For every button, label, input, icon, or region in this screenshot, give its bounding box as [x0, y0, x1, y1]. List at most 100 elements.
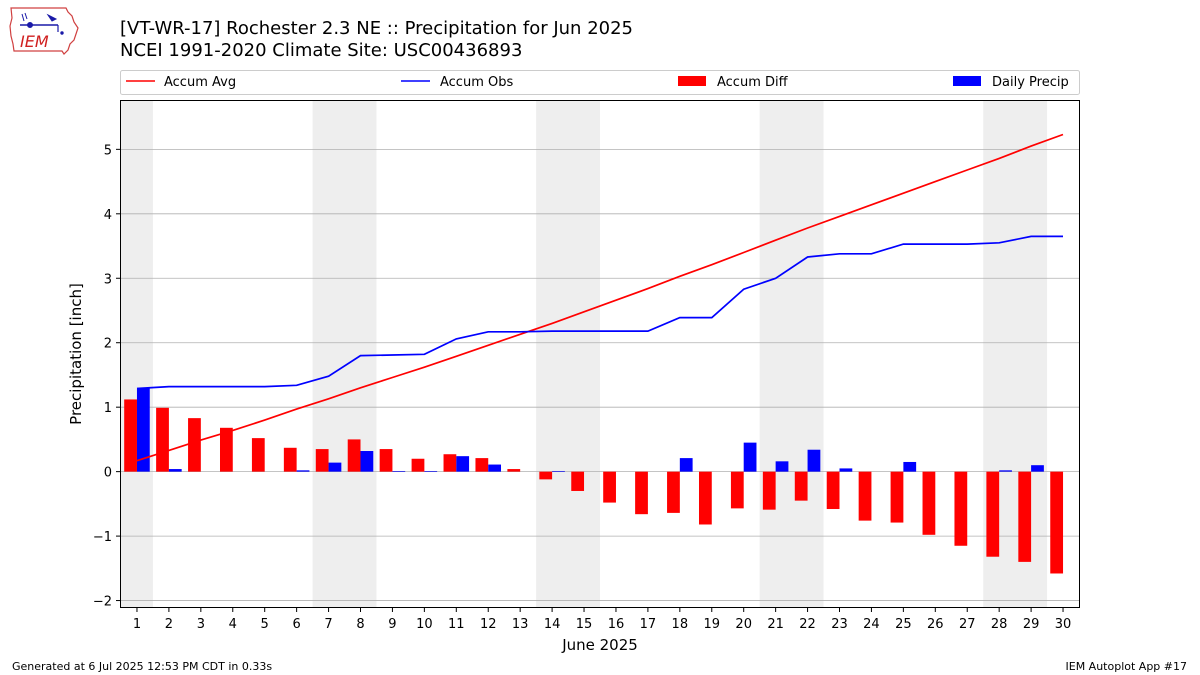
daily-precip-bar [552, 470, 565, 472]
legend-swatch-accum-diff [678, 76, 706, 86]
footer-app-text: IEM Autoplot App #17 [1065, 660, 1188, 673]
legend-label-accum-diff: Accum Diff [717, 75, 789, 90]
x-axis-ticks: 1 2 3 4 5 6 7 8 9 10 11 12 13 14 15 16 17 18 19 20 21 22 23 24 2… [133, 607, 1071, 632]
x-tick-label: 2 [165, 617, 173, 632]
weekend-band [759, 101, 824, 607]
daily-precip-bar [488, 464, 502, 472]
y-tick-label: 3 [104, 272, 112, 287]
accum-diff-bar [1050, 471, 1064, 574]
y-axis-label: Precipitation [inch] [67, 283, 85, 425]
daily-precip-bar [807, 449, 821, 472]
accum-diff-bar [188, 418, 201, 472]
x-tick-label: 28 [991, 617, 1008, 632]
x-tick-label: 7 [324, 617, 332, 632]
accum-diff-bar [571, 471, 585, 491]
x-tick-label: 15 [576, 617, 593, 632]
accum-diff-bar [539, 471, 553, 480]
legend: Accum Avg Accum Obs Accum Diff Daily Pre… [120, 70, 1080, 95]
chart-title: [VT-WR-17] Rochester 2.3 NE :: Precipita… [120, 18, 633, 39]
legend-label-daily-precip: Daily Precip [992, 75, 1069, 90]
accum-obs-line [136, 235, 1063, 390]
footer-generated-text: Generated at 6 Jul 2025 12:53 PM CDT in … [12, 660, 273, 673]
x-tick-label: 1 [133, 617, 141, 632]
accum-diff-bar [794, 471, 808, 501]
accum-diff-bar [1018, 471, 1032, 562]
accum-diff-bar [379, 449, 393, 472]
x-tick-label: 27 [959, 617, 976, 632]
x-tick-label: 25 [895, 617, 912, 632]
y-tick-label: 5 [104, 143, 112, 158]
y-tick-label: 0 [104, 466, 112, 481]
x-tick-label: 30 [1055, 617, 1072, 632]
weather-symbols-icon [20, 12, 64, 35]
weekend-shading [121, 101, 1048, 607]
daily-precip-bar [743, 442, 757, 472]
y-tick-label: −2 [93, 595, 112, 610]
accum-diff-bar [635, 471, 648, 515]
weekend-band [121, 101, 153, 607]
accum-diff-bar [219, 427, 233, 472]
daily-precip-bar [424, 470, 438, 472]
daily-precip-bar [679, 458, 693, 472]
x-tick-label: 21 [767, 617, 784, 632]
accum-diff-bar [283, 447, 297, 472]
accum-diff-bar [443, 454, 457, 472]
x-tick-label: 13 [512, 617, 529, 632]
daily-precip-bar [903, 461, 917, 472]
x-tick-label: 23 [831, 617, 848, 632]
accum-diff-bar [954, 471, 968, 546]
x-tick-label: 10 [416, 617, 433, 632]
accum-diff-bar [698, 471, 712, 525]
accum-diff-bar [507, 469, 521, 472]
accum-diff-bar [890, 471, 904, 523]
iowa-outline [9, 7, 79, 55]
daily-precip-bar [456, 456, 470, 472]
legend-label-accum-avg: Accum Avg [164, 75, 236, 90]
x-tick-label: 16 [608, 617, 625, 632]
x-tick-label: 22 [799, 617, 816, 632]
x-tick-label: 29 [1023, 617, 1040, 632]
x-tick-label: 18 [672, 617, 689, 632]
x-tick-label: 11 [448, 617, 465, 632]
daily-precip-bar [775, 461, 789, 472]
lines [136, 133, 1064, 462]
y-tick-label: 1 [104, 401, 112, 416]
accum-diff-bar [922, 471, 936, 535]
daily-precip-bar [839, 468, 853, 472]
x-tick-label: 19 [703, 617, 720, 632]
weekend-band [312, 101, 377, 607]
accum-diff-bar [475, 458, 489, 472]
y-tick-label: 2 [104, 337, 112, 352]
x-tick-label: 8 [356, 617, 364, 632]
legend-label-accum-obs: Accum Obs [440, 75, 513, 90]
x-tick-label: 9 [388, 617, 396, 632]
x-tick-label: 6 [292, 617, 300, 632]
x-tick-label: 12 [480, 617, 497, 632]
x-tick-label: 5 [261, 617, 269, 632]
iem-logo: IEM [9, 7, 79, 55]
accum-diff-bar [411, 458, 425, 472]
accum-diff-bar [315, 449, 329, 472]
accum-diff-bar [826, 471, 840, 510]
accum-diff-bar [730, 471, 744, 509]
legend-frame [120, 70, 1080, 95]
weekend-band [536, 101, 600, 607]
accum-diff-bar [603, 471, 616, 503]
accum-diff-bar [347, 439, 361, 472]
chart-subtitle: NCEI 1991-2020 Climate Site: USC00436893 [120, 40, 523, 61]
daily-precip-bar [296, 470, 310, 472]
daily-precip-bar [1031, 465, 1044, 472]
accum-diff-bar [986, 471, 1000, 557]
accum-avg-line [136, 133, 1064, 462]
y-axis-ticks: −2 −1 0 1 2 3 4 5 [93, 143, 121, 610]
daily-precip-bar [136, 388, 150, 472]
plot-frame [120, 100, 1080, 608]
x-tick-label: 4 [229, 617, 237, 632]
daily-precip-bar [168, 469, 182, 472]
x-tick-label: 20 [735, 617, 752, 632]
gridlines [121, 148, 1079, 601]
daily-precip-bar [999, 470, 1012, 472]
accum-diff-bar [667, 471, 680, 513]
x-tick-label: 3 [197, 617, 205, 632]
